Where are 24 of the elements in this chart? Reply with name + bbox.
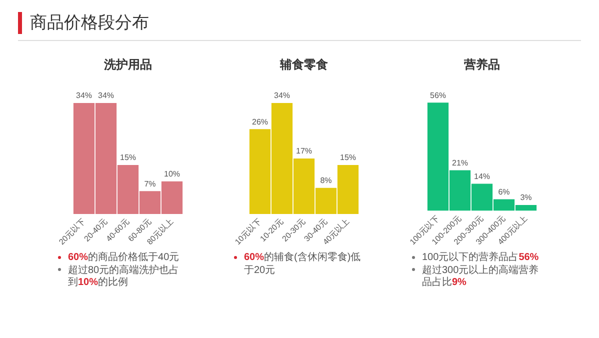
data-label: 34% <box>274 91 290 100</box>
data-label: 6% <box>498 187 510 196</box>
data-label: 8% <box>320 176 332 186</box>
data-label: 7% <box>144 179 156 188</box>
data-label: 15% <box>120 153 136 162</box>
data-label: 34% <box>98 91 114 100</box>
text: 超过300元以上的高端营养品占比9% <box>421 264 540 290</box>
data-label: 17% <box>296 146 312 156</box>
text: 60%的商品价格低于40元 <box>67 252 180 264</box>
chart-title: 营养品 <box>463 58 500 72</box>
data-label: 56% <box>430 90 446 100</box>
text: 60%的辅食(含休闲零食)低于20元 <box>243 252 362 277</box>
data-label: 34% <box>76 91 92 100</box>
data-label: 3% <box>520 193 532 202</box>
data-label: 10% <box>164 170 180 179</box>
data-label: 26% <box>252 117 268 126</box>
text: 100元以下的营养品占56% <box>421 252 540 264</box>
data-label: 14% <box>474 172 490 181</box>
chart-title: 洗护用品 <box>103 58 152 72</box>
data-label: 15% <box>340 153 356 162</box>
data-label: 21% <box>452 158 468 168</box>
text: 商品价格段分布 <box>18 12 149 34</box>
chart-title: 辅食零食 <box>279 58 328 72</box>
text: 超过80元的高端洗护也占到10%的比例 <box>67 264 180 290</box>
